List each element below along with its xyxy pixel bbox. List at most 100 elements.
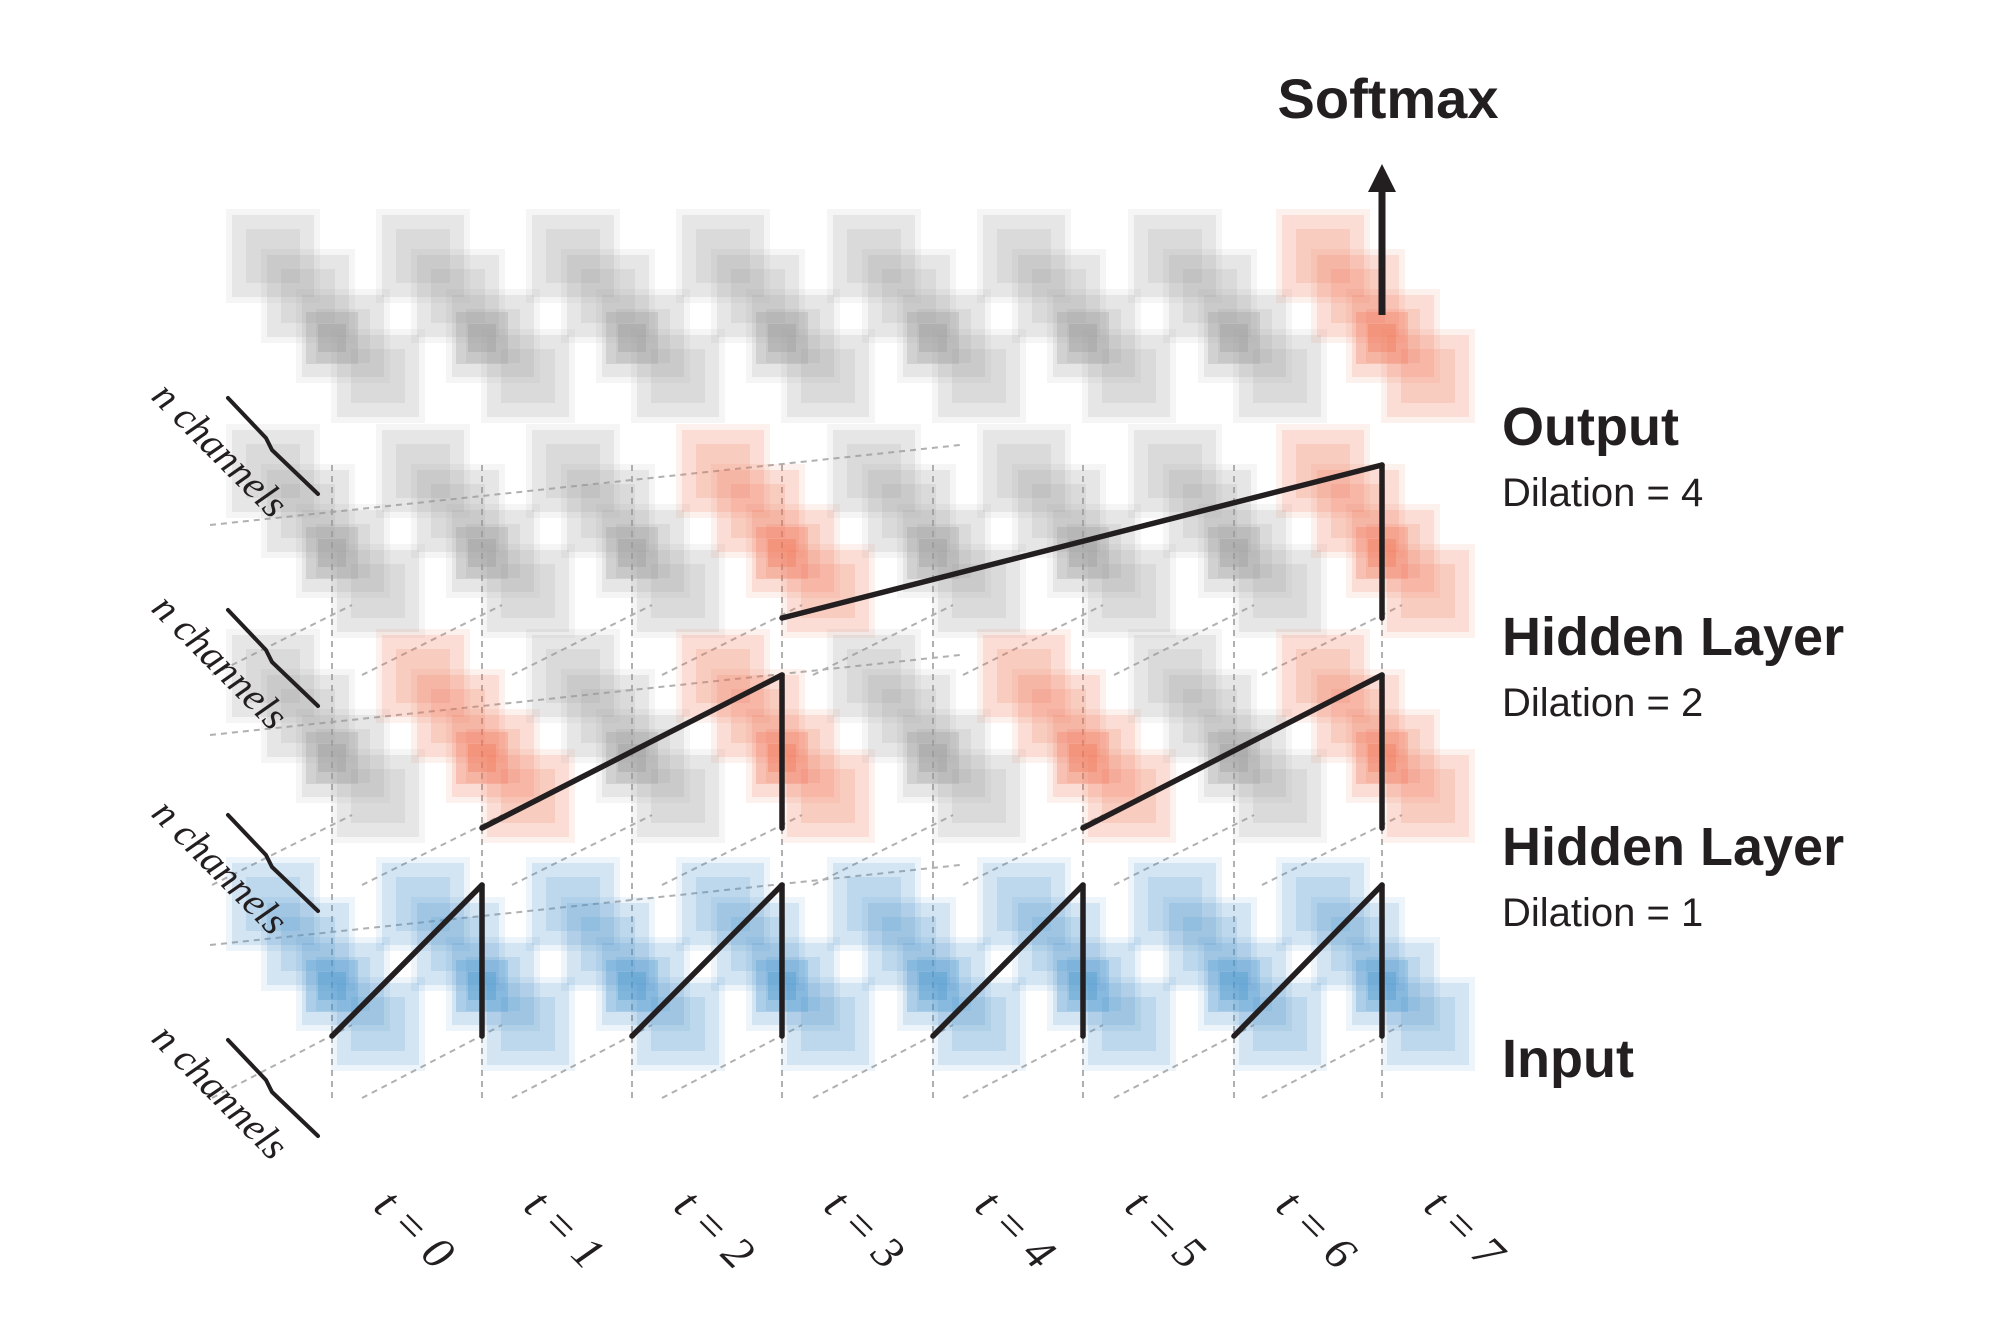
dashed-diagonal-line [962, 604, 1104, 676]
layer-subtitle-hidden2: Dilation = 2 [1502, 681, 1703, 725]
cell-block [602, 943, 684, 1025]
cell-glow [932, 329, 1026, 423]
dashed-diagonal-line [661, 814, 803, 886]
cell-core [581, 917, 635, 971]
neuron-output-t7 [1276, 209, 1475, 423]
cell-block [1387, 755, 1469, 837]
cell-core [731, 269, 785, 323]
dashed-diagonal-line [209, 864, 961, 946]
cell-glow [596, 504, 690, 598]
cell-glow [746, 709, 840, 803]
cell-core [997, 444, 1051, 498]
cell-core [546, 877, 600, 931]
cell-core [396, 444, 450, 498]
cell-core [501, 349, 555, 403]
cell-core [1366, 729, 1420, 783]
cell-block [417, 255, 499, 337]
cell-core [1253, 564, 1307, 618]
dashed-diagonal-line [511, 604, 653, 676]
time-step-label: t = 5 [1116, 1179, 1216, 1279]
cell-block [1387, 550, 1469, 632]
cell-block [682, 430, 764, 512]
cell-block [637, 550, 719, 632]
time-step-label: t = 6 [1267, 1179, 1367, 1279]
time-step-labels: t = 0 t = 1 t = 2 t = 3 t = 4 t = 5 t = 6 t = 7 [365, 1179, 1516, 1280]
cell-core [847, 444, 901, 498]
cell-block [567, 903, 649, 985]
cell-core [501, 997, 555, 1051]
cell-glow [631, 749, 725, 843]
cell-glow [1082, 544, 1176, 638]
cell-core [501, 564, 555, 618]
neuron-hidden1-t2 [526, 629, 725, 843]
neuron-output-t6 [1128, 209, 1327, 423]
cell-glow [1082, 329, 1176, 423]
cell-block [452, 943, 534, 1025]
cell-block [487, 550, 569, 632]
neuron-input-t7 [1276, 857, 1475, 1071]
dashed-diagonal-line [962, 814, 1104, 886]
cell-glow [561, 464, 655, 558]
cell-glow [1047, 289, 1141, 383]
cell-glow [1047, 937, 1141, 1031]
cell-glow [711, 249, 805, 343]
cell-block [232, 430, 314, 512]
cell-center-core [468, 324, 496, 352]
cell-core [801, 349, 855, 403]
cell-block [602, 510, 684, 592]
cell-core [1331, 269, 1385, 323]
cell-core [651, 769, 705, 823]
neuron-hidden2-t0 [226, 424, 425, 638]
connection-line [779, 462, 1385, 621]
cell-block [1018, 255, 1100, 337]
cell-center-core [1220, 539, 1248, 567]
dashed-diagonal-line [1261, 1024, 1403, 1099]
cell-glow [1012, 249, 1106, 343]
dashed-diagonal-line [361, 814, 503, 886]
cell-core [1102, 997, 1156, 1051]
cell-block [382, 863, 464, 945]
cell-block [567, 255, 649, 337]
cell-core [1183, 689, 1237, 743]
cell-block [1239, 335, 1321, 417]
cell-glow [296, 709, 390, 803]
cell-block [452, 510, 534, 592]
cell-center [606, 527, 658, 579]
cell-core [396, 649, 450, 703]
cell-glow [862, 897, 956, 991]
cell-core [1296, 877, 1350, 931]
cell-block [1282, 215, 1364, 297]
dashed-diagonal-line [1113, 814, 1255, 886]
cell-core [1067, 309, 1121, 363]
cell-core [882, 269, 936, 323]
cell-block [1088, 550, 1170, 632]
cell-center [306, 732, 358, 784]
cell-core [1067, 957, 1121, 1011]
neuron-input-t0 [226, 857, 425, 1071]
cell-core [351, 564, 405, 618]
cell-glow [596, 937, 690, 1031]
cell-block [717, 903, 799, 985]
dashed-connections [209, 444, 1403, 1099]
time-step-label: t = 0 [365, 1179, 465, 1279]
time-step-label: t = 7 [1415, 1179, 1516, 1280]
cell-block [868, 903, 950, 985]
cell-block [382, 635, 464, 717]
cell-core [1401, 349, 1455, 403]
cell-core [1366, 524, 1420, 578]
cell-core [1102, 564, 1156, 618]
cell-center-core [618, 972, 646, 1000]
cell-block [717, 470, 799, 552]
cell-center [756, 312, 808, 364]
neuron-output-t2 [526, 209, 725, 423]
cell-core [1401, 564, 1455, 618]
cell-core [766, 957, 820, 1011]
cell-block [1088, 755, 1170, 837]
cell-block [1204, 295, 1286, 377]
cell-core [316, 309, 370, 363]
cell-block [833, 430, 915, 512]
dashed-diagonal-line [1261, 604, 1403, 676]
cell-glow [781, 329, 875, 423]
cell-block [1204, 943, 1286, 1025]
dashed-diagonal-line [1113, 1024, 1255, 1099]
